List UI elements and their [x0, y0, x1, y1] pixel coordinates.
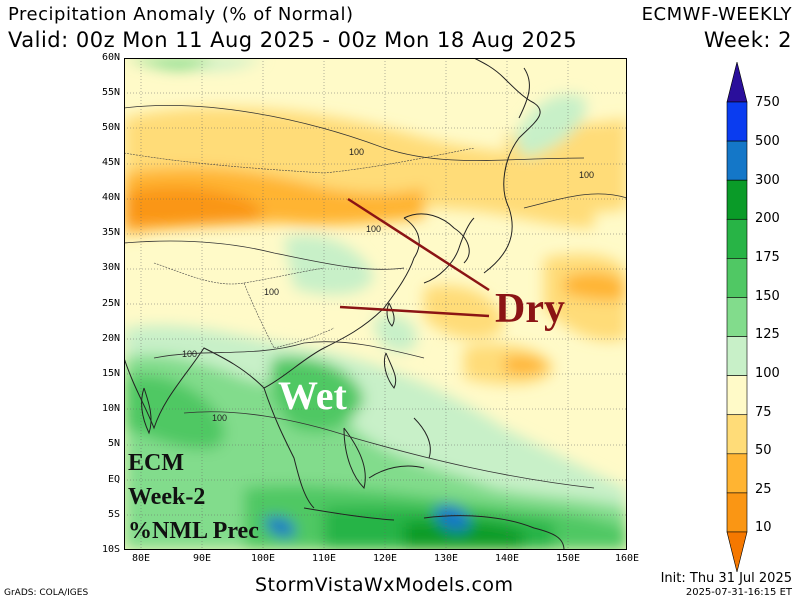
colorbar-segment: [726, 258, 748, 298]
model-name: ECMWF-WEEKLY: [641, 4, 792, 25]
lon-label: 140E: [494, 553, 520, 564]
colorbar-label: 175: [755, 250, 780, 265]
lat-label: 10S: [101, 544, 120, 555]
colorbar-label: 150: [755, 289, 780, 304]
lon-label: 110E: [311, 553, 337, 564]
lon-label: 120E: [372, 553, 398, 564]
colorbar-segment: [726, 453, 748, 494]
contour-label: 100: [349, 147, 364, 157]
lat-label: 60N: [101, 52, 120, 63]
colorbar-segment: [726, 375, 748, 416]
colorbar-label: 125: [755, 327, 780, 342]
colorbar-segment: [726, 140, 748, 181]
contour-label: 100: [264, 287, 279, 297]
lat-label: 45N: [101, 157, 120, 168]
contour-labels: 100 100 100 100 100 100: [182, 147, 594, 423]
colorbar-segment: [726, 101, 748, 142]
colorbar-label: 50: [755, 443, 772, 458]
ecm-week-label: Week-2: [128, 484, 206, 510]
map-title: Precipitation Anomaly (% of Normal): [8, 4, 354, 25]
precip-anomaly-map: 100 100 100 100 100 100: [124, 58, 627, 550]
colorbar-segment: [726, 414, 748, 455]
colorbar-label: 100: [755, 366, 780, 381]
lat-label: 50N: [101, 122, 120, 133]
colorbar-label: 75: [755, 405, 772, 420]
contour-100: [124, 104, 627, 489]
contour-label: 100: [366, 224, 381, 234]
lon-label: 130E: [433, 553, 459, 564]
lat-label: 20N: [101, 333, 120, 344]
forecast-week: Week: 2: [703, 28, 792, 52]
lon-label: 160E: [614, 553, 640, 564]
lat-label: 40N: [101, 192, 120, 203]
anomaly-field: 100 100 100 100 100 100: [124, 58, 627, 550]
ecm-label: ECM: [128, 450, 184, 476]
colorbar: [726, 62, 748, 572]
colorbar-label: 10: [755, 520, 772, 535]
graticule: [124, 58, 627, 550]
colorbar-segment: [726, 179, 748, 220]
colorbar-segment: [726, 492, 748, 533]
contour-label: 100: [579, 170, 594, 180]
ecm-nml-label: %NML Prec: [128, 518, 259, 544]
colorbar-bottom-arrow: [726, 531, 748, 572]
colorbar-label: 25: [755, 482, 772, 497]
lat-label: 35N: [101, 227, 120, 238]
site-url: StormVistaWxModels.com: [255, 574, 514, 596]
colorbar-label: 750: [755, 95, 780, 110]
lon-label: 150E: [555, 553, 581, 564]
lat-label: 25N: [101, 298, 120, 309]
colorbar-segment: [726, 336, 748, 376]
borders: [124, 147, 475, 349]
init-time: Init: Thu 31 Jul 2025: [660, 571, 792, 586]
lat-label: 15N: [101, 368, 120, 379]
colorbar-segment: [726, 218, 748, 259]
dry-arrows: [339, 197, 490, 318]
colorbar-top-arrow: [726, 62, 748, 103]
wet-annotation: Wet: [278, 373, 347, 418]
lon-label: 100E: [250, 553, 276, 564]
valid-period: Valid: 00z Mon 11 Aug 2025 - 00z Mon 18 …: [8, 28, 578, 52]
grads-credit: GrADS: COLA/IGES: [4, 588, 89, 598]
colorbar-label: 300: [755, 173, 780, 188]
colorbar-label: 500: [755, 134, 780, 149]
contour-label: 100: [182, 349, 197, 359]
colorbar-label: 200: [755, 211, 780, 226]
lon-label: 90E: [192, 553, 212, 564]
contour-label: 100: [212, 413, 227, 423]
lon-label: 80E: [131, 553, 151, 564]
lat-label: EQ: [107, 474, 120, 485]
lat-label: 5S: [107, 509, 120, 520]
lat-label: 30N: [101, 262, 120, 273]
colorbar-segment: [726, 297, 748, 337]
dry-annotation: Dry: [495, 286, 565, 332]
lat-label: 5N: [107, 438, 120, 449]
lat-label: 55N: [101, 87, 120, 98]
lat-label: 10N: [101, 403, 120, 414]
generated-timestamp: 2025-07-31-16:15 ET: [685, 587, 792, 598]
